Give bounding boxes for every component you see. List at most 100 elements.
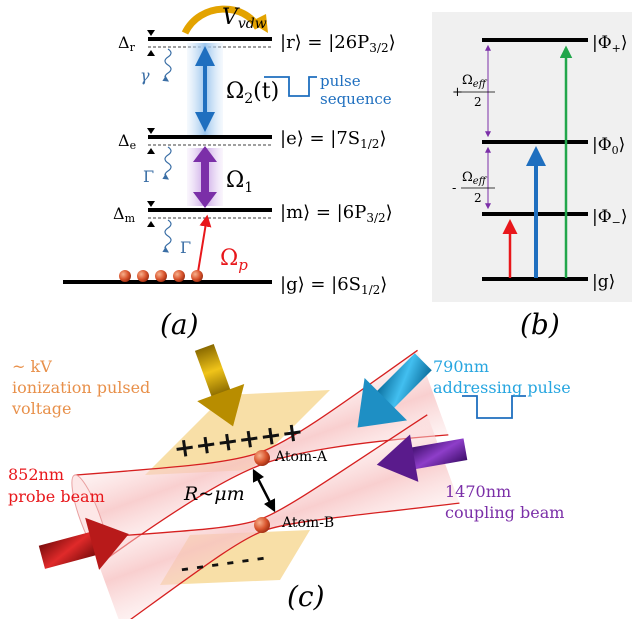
panel-b: + Ωeff 2 - Ωeff 2 |Φ+⟩ |Φ0⟩ |Φ−⟩ |g⟩ (b)	[432, 12, 632, 341]
vvdw-arrowhead-icon	[250, 14, 268, 33]
ground-atom	[173, 270, 185, 282]
omegap-arrow	[196, 214, 212, 279]
omega1-sub: 1	[244, 180, 253, 196]
state-r-label: |r⟩ = |26P	[280, 32, 369, 53]
omegap-label: Ω	[220, 246, 238, 271]
kv-label-line1: ~ kV	[12, 357, 52, 376]
svg-text:Ω1: Ω1	[226, 168, 253, 196]
state-g-sub: 1/2	[361, 283, 380, 297]
atom-a-label: Atom-A	[274, 449, 328, 465]
svg-text:|g⟩ = |6S1/2⟩: |g⟩ = |6S1/2⟩	[280, 274, 387, 297]
gamma-decay-arrow	[162, 48, 172, 82]
omega2-arg: (t)	[253, 79, 279, 104]
omega2-label: Ω	[226, 79, 244, 104]
svg-text:Δm: Δm	[113, 204, 136, 225]
addr-label-line1: 790nm	[433, 357, 489, 376]
probe-label-line2: probe beam	[8, 487, 105, 506]
omega-eff-plus-sub: eff	[473, 79, 488, 90]
phi-zero-label: |Φ	[592, 135, 612, 155]
delta-e-sub: e	[130, 139, 137, 152]
vvdw-label: V	[222, 5, 240, 30]
phi-plus-close: ⟩	[621, 33, 628, 53]
ground-atoms	[119, 270, 203, 282]
svg-text:Ω2(t): Ω2(t)	[226, 79, 279, 107]
Gamma-label-2: Γ	[180, 238, 191, 257]
pulse-label-line2: sequence	[320, 90, 392, 108]
state-g-close: ⟩	[380, 274, 387, 295]
minus-sign: -	[452, 181, 456, 196]
panel-b-background	[432, 12, 632, 302]
atom-b-label: Atom-B	[281, 515, 334, 531]
delta-r-label: Δ	[118, 33, 130, 52]
state-g-label: |g⟩ = |6S	[280, 274, 361, 295]
ground-atom	[191, 270, 203, 282]
omega2-sub: 2	[244, 91, 253, 107]
Gamma-label-1: Γ	[143, 167, 154, 186]
omegap-sub: p	[238, 256, 248, 274]
svg-text:Ωp: Ωp	[220, 246, 248, 274]
svg-text:Ωeff: Ωeff	[462, 170, 488, 187]
distance-arrow	[252, 468, 276, 513]
Gamma-decay-arrow-1	[162, 146, 172, 180]
g-label-b: |g⟩	[592, 272, 615, 292]
phi-minus-sub: −	[612, 216, 621, 229]
state-e-sub: 1/2	[360, 137, 379, 151]
svg-text:Δe: Δe	[118, 131, 136, 152]
delta-r-sub: r	[130, 41, 136, 54]
state-r-sub: 3/2	[369, 41, 388, 55]
caption-c: (c)	[287, 580, 325, 613]
probe-label-line1: 852nm	[8, 465, 64, 484]
atom-b	[254, 517, 270, 533]
panel-a: Vvdw Δr Δe Δm γ Γ Γ Ω2(t) Ω1 Ωp pulse se…	[63, 5, 396, 341]
distance-label: R~μm	[183, 483, 245, 505]
delta-m-label: Δ	[113, 204, 125, 223]
omega-eff-plus: Ω	[462, 73, 473, 88]
svg-text:|m⟩ = |6P3/2⟩: |m⟩ = |6P3/2⟩	[280, 202, 393, 225]
ground-atom	[137, 270, 149, 282]
svg-text:Δr: Δr	[118, 33, 136, 54]
top-electrode-plate	[145, 390, 330, 475]
state-m-close: ⟩	[386, 202, 393, 223]
Gamma-decay-arrow-2	[162, 219, 172, 253]
omega-eff-minus-sub: eff	[473, 176, 488, 187]
state-e-label: |e⟩ = |7S	[280, 128, 360, 149]
phi-plus-label: |Φ	[592, 33, 612, 53]
caption-b: (b)	[520, 308, 560, 341]
svg-text:Ωeff: Ωeff	[462, 73, 488, 90]
pulse-label-line1: pulse	[320, 72, 361, 90]
vvdw-sub: vdw	[238, 16, 267, 32]
ground-atom	[119, 270, 131, 282]
pulse-sequence-icon	[264, 76, 317, 97]
denominator-minus: 2	[474, 191, 482, 205]
state-r-close: ⟩	[389, 32, 396, 53]
omega1-arrowhead-up-icon	[193, 146, 217, 162]
svg-text:|Φ+⟩: |Φ+⟩	[592, 33, 628, 55]
denominator-plus: 2	[474, 95, 482, 109]
state-e-close: ⟩	[379, 128, 386, 149]
delta-m-sub: m	[125, 212, 136, 225]
gamma-label: γ	[140, 66, 150, 85]
addressing-arrow-icon	[357, 353, 432, 428]
svg-text:|Φ−⟩: |Φ−⟩	[592, 207, 628, 229]
delta-e-label: Δ	[118, 131, 130, 150]
detuning-markers	[147, 30, 155, 227]
probe-arrow-icon	[38, 517, 129, 570]
svg-text:|Φ0⟩: |Φ0⟩	[592, 135, 625, 157]
addr-label-line2: addressing pulse	[433, 378, 571, 397]
ionization-arrow-icon	[194, 343, 245, 427]
atom-a	[254, 450, 270, 466]
omega1-label: Ω	[226, 168, 244, 193]
state-m-label: |m⟩ = |6P	[280, 202, 366, 223]
phi-zero-close: ⟩	[619, 135, 626, 155]
omega1-arrowhead-down-icon	[193, 192, 217, 208]
plus-sign: +	[452, 85, 463, 100]
kv-label-line3: voltage	[11, 399, 71, 418]
addressing-pulse-icon	[462, 395, 526, 419]
coupling-label-line1: 1470nm	[445, 482, 511, 501]
caption-a: (a)	[160, 308, 199, 341]
coupling-label-line2: coupling beam	[445, 503, 564, 522]
svg-text:Vvdw: Vvdw	[222, 5, 267, 32]
coupling-arrow-icon	[376, 434, 468, 482]
state-m-sub: 3/2	[366, 211, 385, 225]
